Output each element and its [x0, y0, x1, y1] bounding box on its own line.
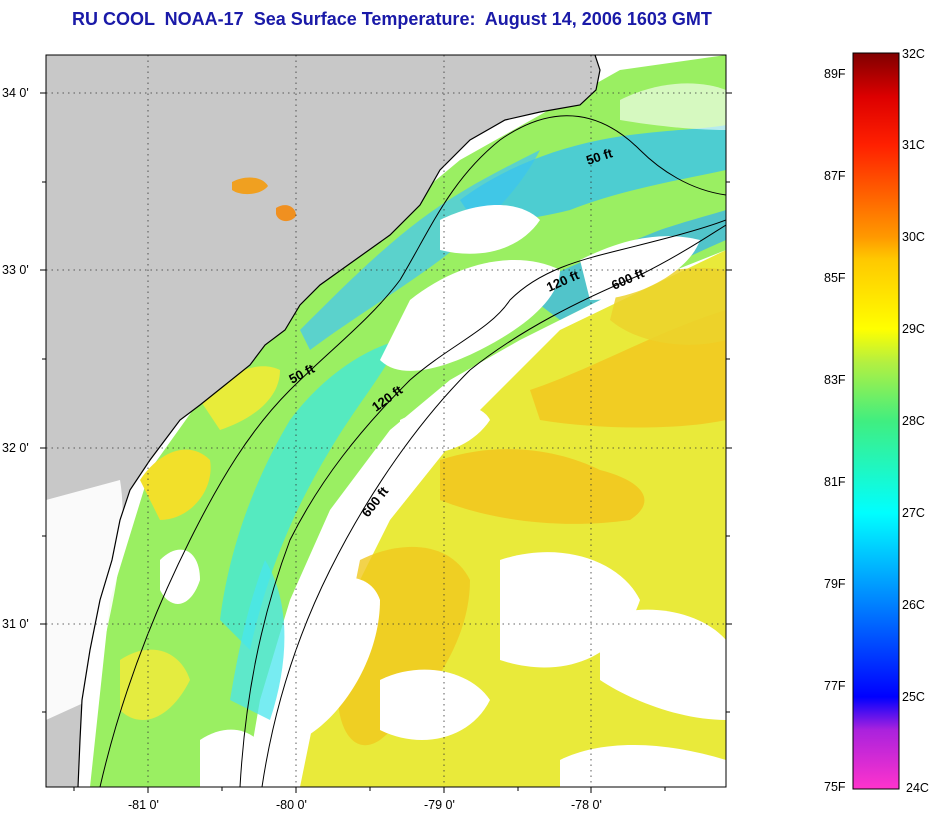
page-title: RU COOL NOAA-17 Sea Surface Temperature:… [72, 9, 712, 29]
colorbar-celsius-label: 31C [902, 138, 925, 152]
inland-water [232, 177, 268, 195]
lon-tick-label: -78 0' [571, 798, 602, 812]
lat-tick-label: 32 0' [2, 441, 29, 455]
sst-nearshore-warm [200, 366, 280, 430]
colorbar-fahrenheit-label: 89F [824, 67, 846, 81]
coastline [77, 55, 601, 787]
sst-coastal-cool-band [460, 125, 726, 221]
colorbar-celsius-label: 28C [902, 414, 925, 428]
axis-ticks [40, 92, 732, 793]
lon-tick-label: -81 0' [128, 798, 159, 812]
cloud-cover [46, 83, 726, 787]
colorbar-fahrenheit-label: 79F [824, 577, 846, 591]
colorbar-celsius-label: 25C [902, 690, 925, 704]
graticule [46, 55, 726, 787]
colorbar-fahrenheit-label: 77F [824, 679, 846, 693]
colorbar [852, 52, 900, 790]
lat-tick-label: 33 0' [2, 263, 29, 277]
inland-water [276, 205, 296, 222]
colorbar-fahrenheit-label: 87F [824, 169, 846, 183]
contour-120ft [239, 219, 726, 787]
sst-nearshore-warm [140, 449, 211, 520]
contour-50ft [99, 115, 726, 787]
colorbar-celsius-label: 32C [902, 47, 925, 61]
colorbar-celsius-label: 30C [902, 230, 925, 244]
lat-tick-label: 34 0' [2, 86, 29, 100]
sst-warm-patch [440, 449, 645, 524]
map-frame [45, 54, 727, 788]
colorbar-celsius-label: 26C [902, 598, 925, 612]
colorbar-fahrenheit-label: 75F [824, 780, 846, 794]
colorbar-fahrenheit-label: 83F [824, 373, 846, 387]
lat-tick-label: 31 0' [2, 617, 29, 631]
lon-tick-label: -79 0' [424, 798, 455, 812]
colorbar-fahrenheit-label: 81F [824, 475, 846, 489]
colorbar-fahrenheit-label: 85F [824, 271, 846, 285]
land-mass [46, 55, 600, 787]
sst-nearshore-warm [120, 649, 190, 720]
colorbar-celsius-label: 24C [906, 781, 929, 795]
contour-600ft [261, 224, 726, 787]
lon-tick-label: -80 0' [276, 798, 307, 812]
colorbar-celsius-label: 29C [902, 322, 925, 336]
colorbar-celsius-label: 27C [902, 506, 925, 520]
